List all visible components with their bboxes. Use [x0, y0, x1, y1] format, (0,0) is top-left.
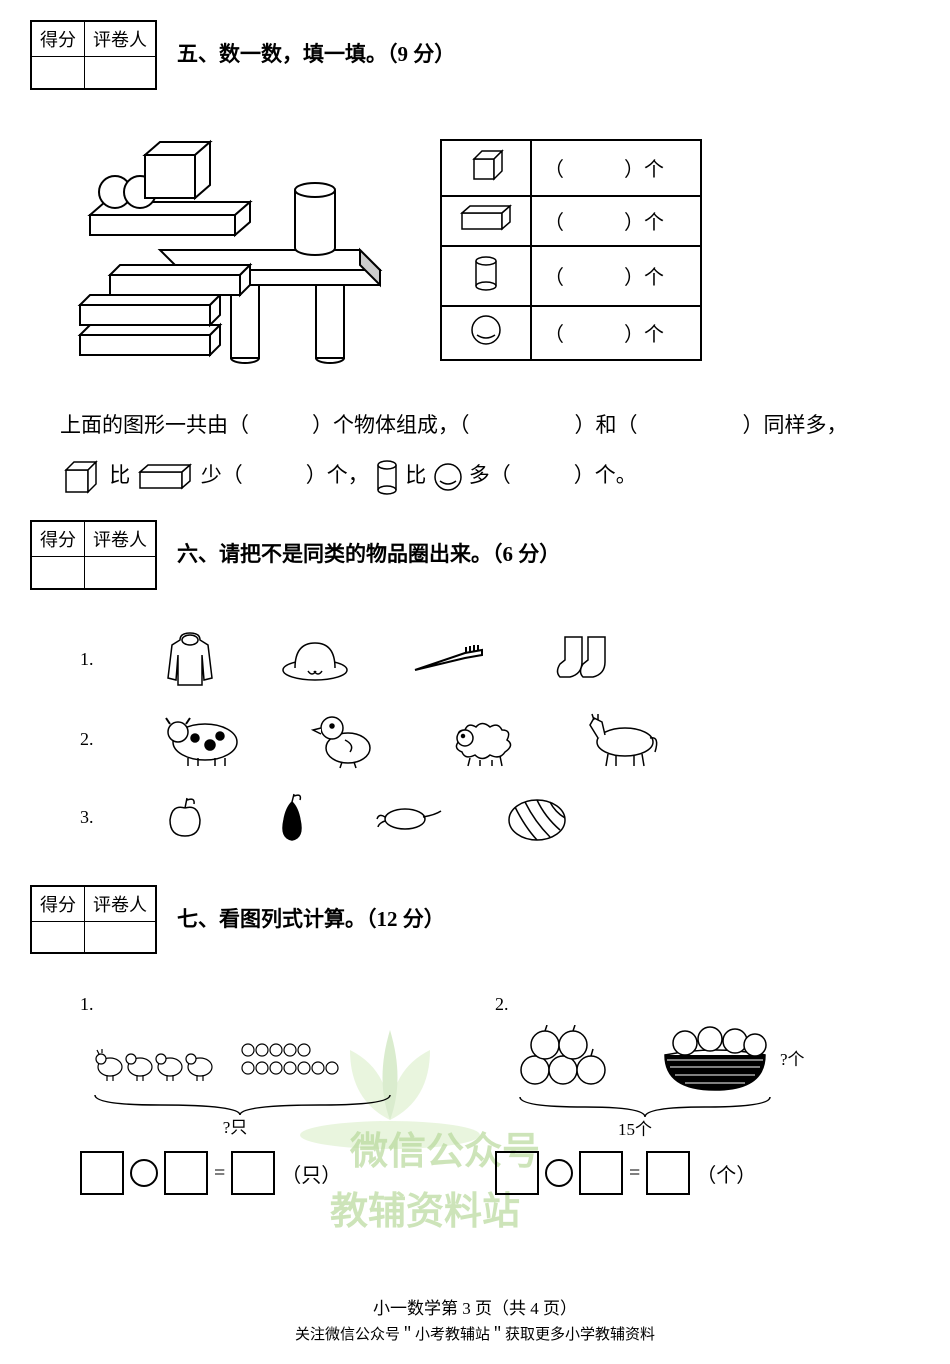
duck-icon — [310, 710, 380, 770]
score-box-5: 得分 评卷人 — [30, 20, 157, 90]
q5-content: （ ）个 （ ）个 （ ）个 （ ）个 — [30, 120, 920, 380]
grader-label: 评卷人 — [85, 21, 157, 57]
cuboid-icon-cell — [441, 196, 531, 246]
section-7-header: 得分 评卷人 七、看图列式计算。（12 分） — [30, 885, 920, 955]
cuboid-count: （ ）个 — [531, 196, 701, 246]
q7-title: 七、看图列式计算。（12 分） — [177, 885, 445, 933]
eq-op-circle — [545, 1159, 573, 1187]
q7-problem-2: 2. ?个 15个 = （ — [495, 994, 870, 1195]
q5-title: 五、数一数，填一填。（9 分） — [177, 20, 455, 68]
toothbrush-icon — [410, 645, 490, 675]
eq-box — [80, 1151, 124, 1195]
q6-row-3: 3. — [80, 790, 870, 845]
cube-icon-cell — [441, 140, 531, 196]
apples-figure: ?个 15个 — [495, 1025, 835, 1145]
q5-line2: 比 少（ ）个， 比 多（ ）个。 — [60, 450, 890, 500]
q6-items: 1. 2. 3. — [30, 620, 920, 885]
page-number: 小一数学第 3 页（共 4 页） — [0, 1294, 950, 1319]
q5-text: 上面的图形一共由（ ）个物体组成，（ ）和（ ）同样多， 比 少（ ）个， 比 … — [30, 380, 920, 521]
eq-box — [646, 1151, 690, 1195]
svg-text:?个: ?个 — [780, 1050, 805, 1069]
eq-box — [495, 1151, 539, 1195]
pear-icon — [270, 790, 315, 845]
sheep-icon — [440, 710, 520, 770]
q7p2-equation: = （个） — [495, 1151, 870, 1195]
score-box-7: 得分 评卷人 — [30, 885, 157, 955]
q5-line1: 上面的图形一共由（ ）个物体组成，（ ）和（ ）同样多， — [60, 400, 890, 450]
shape-count-table: （ ）个 （ ）个 （ ）个 （ ）个 — [440, 139, 702, 361]
apple-icon — [160, 792, 210, 842]
sphere-icon-cell — [441, 306, 531, 360]
horse-icon — [580, 710, 665, 770]
sphere-count: （ ）个 — [531, 306, 701, 360]
q7p1-label: ?只 — [223, 1118, 248, 1137]
eq-box — [231, 1151, 275, 1195]
blocks-figure — [60, 130, 390, 370]
q7-items: 1. ?只 = — [30, 984, 920, 1205]
cylinder-icon-cell — [441, 246, 531, 306]
q6-title: 六、请把不是同类的物品圈出来。（6 分） — [177, 520, 560, 568]
cube-count: （ ）个 — [531, 140, 701, 196]
q7p1-equation: = （只） — [80, 1151, 455, 1195]
radish-icon — [375, 797, 445, 837]
eq-box — [579, 1151, 623, 1195]
score-box-6: 得分 评卷人 — [30, 520, 157, 590]
score-label: 得分 — [31, 21, 85, 57]
q7-problem-1: 1. ?只 = — [80, 994, 455, 1195]
q6-row-2: 2. — [80, 710, 870, 770]
section-6-header: 得分 评卷人 六、请把不是同类的物品圈出来。（6 分） — [30, 520, 920, 590]
eq-op-circle — [130, 1159, 158, 1187]
section-5-header: 得分 评卷人 五、数一数，填一填。（9 分） — [30, 20, 920, 90]
cow-icon — [160, 710, 250, 770]
cylinder-count: （ ）个 — [531, 246, 701, 306]
hat-icon — [280, 635, 350, 685]
watermelon-icon — [505, 792, 570, 842]
eq-box — [164, 1151, 208, 1195]
socks-icon — [550, 632, 620, 687]
svg-text:15个: 15个 — [618, 1120, 652, 1139]
q6-row-1: 1. — [80, 630, 870, 690]
footer: 小一数学第 3 页（共 4 页） 关注微信公众号＂小考教辅站＂获取更多小学教辅资… — [0, 1294, 950, 1344]
footer-note: 关注微信公众号＂小考教辅站＂获取更多小学教辅资料 — [0, 1323, 950, 1344]
sweater-icon — [160, 630, 220, 690]
chickens-figure: ?只 — [80, 1025, 420, 1145]
